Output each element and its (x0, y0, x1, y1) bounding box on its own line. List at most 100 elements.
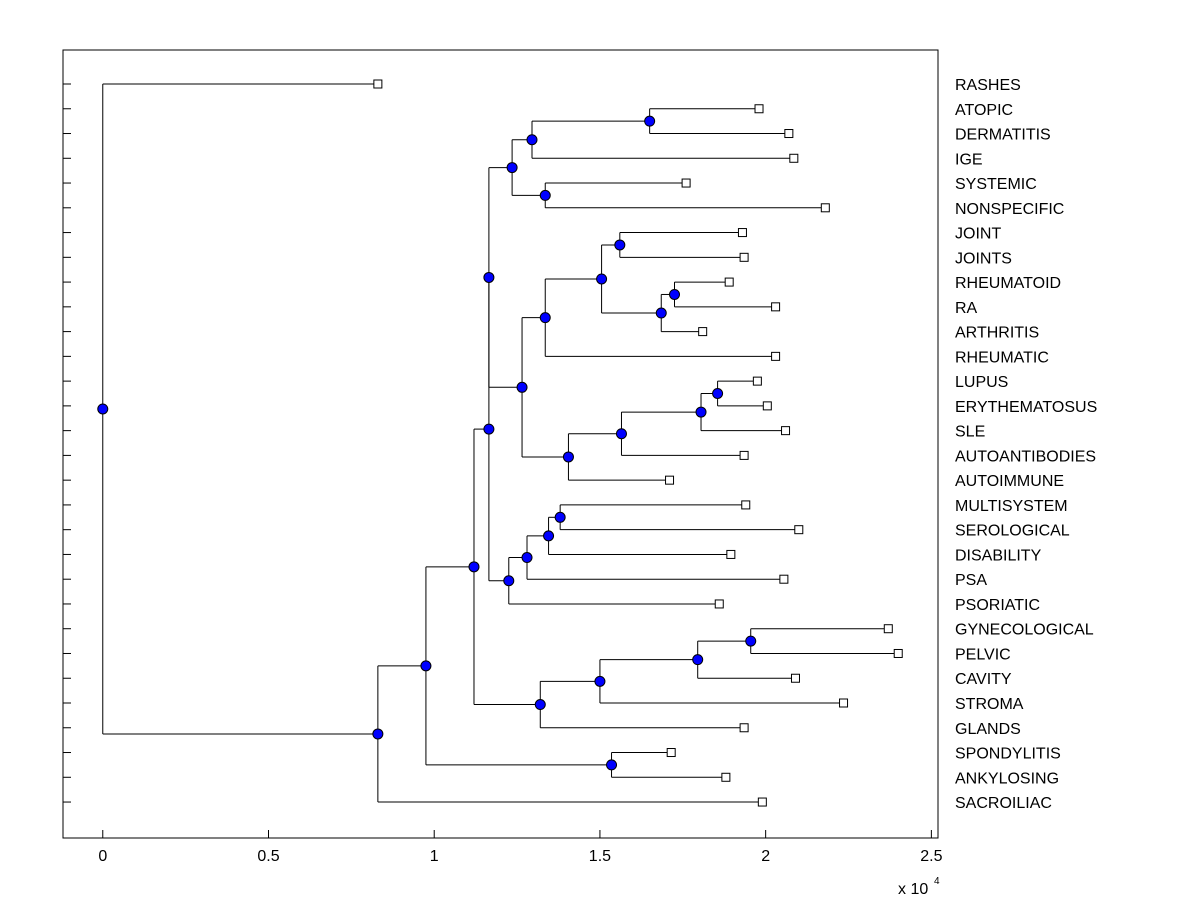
merge-node (655, 307, 667, 319)
merge-node (372, 728, 384, 740)
leaf-marker (820, 203, 830, 213)
leaf-label: CAVITY (955, 671, 1012, 688)
leaf-label: DERMATITIS (955, 127, 1051, 144)
merge-node (596, 273, 608, 285)
leaf-marker (794, 525, 804, 535)
merge-node (745, 635, 757, 647)
leaf-marker (714, 599, 724, 609)
axis-ticks: 0 0.5 1 1.5 2 2.5 (63, 83, 943, 865)
leaf-label: GYNECOLOGICAL (955, 622, 1094, 639)
leaf-label: ARTHRITIS (955, 325, 1039, 342)
plot-frame (62, 49, 939, 839)
leaf-marker (666, 748, 676, 758)
leaf-marker (790, 673, 800, 683)
merge-node (534, 699, 546, 711)
leaf-marker (739, 723, 749, 733)
leaf-marker (681, 178, 691, 188)
merge-node (526, 134, 538, 146)
merge-node (420, 660, 432, 672)
merge-node (539, 189, 551, 201)
leaf-label: SEROLOGICAL (955, 523, 1070, 540)
leaf-marker (752, 376, 762, 386)
leaf-label: NONSPECIFIC (955, 201, 1064, 218)
axis-multiplier: x 10 (898, 881, 928, 898)
leaf-marker (757, 797, 767, 807)
leaf-label: MULTISYSTEM (955, 498, 1068, 515)
leaf-marker (726, 549, 736, 559)
leaf-label: PELVIC (955, 646, 1011, 663)
leaf-markers (373, 79, 903, 807)
leaf-marker (724, 277, 734, 287)
leaf-label: DISABILITY (955, 547, 1042, 564)
leaf-label: PSA (955, 572, 987, 589)
leaf-label: PSORIATIC (955, 597, 1040, 614)
merge-node (712, 388, 724, 399)
leaf-label: JOINT (955, 226, 1001, 243)
leaf-marker (739, 450, 749, 460)
merge-node (644, 115, 656, 127)
merge-node (554, 511, 566, 523)
leaf-label: GLANDS (955, 721, 1021, 738)
leaf-label: RHEUMATOID (955, 275, 1061, 292)
leaf-label: ATOPIC (955, 102, 1013, 119)
x-tick-label: 1 (430, 848, 439, 865)
leaf-labels: RASHES ATOPIC DERMATITIS IGE SYSTEMIC NONSPEC… (955, 77, 1097, 812)
merge-nodes (97, 115, 757, 771)
leaf-marker (698, 327, 708, 337)
leaf-marker (762, 401, 772, 411)
merge-node (539, 312, 551, 324)
leaf-marker (893, 648, 903, 658)
leaf-marker (665, 475, 675, 485)
x-tick-label: 2.5 (920, 848, 942, 865)
merge-node (615, 428, 627, 440)
leaf-marker (779, 574, 789, 584)
leaf-marker (771, 302, 781, 312)
leaf-label: RASHES (955, 77, 1021, 94)
leaf-label: SYSTEMIC (955, 176, 1037, 193)
leaf-marker (373, 79, 383, 89)
leaf-label: IGE (955, 151, 983, 168)
merge-node (521, 552, 533, 564)
leaf-label: AUTOANTIBODIES (955, 448, 1096, 465)
merge-node (468, 561, 480, 573)
leaf-label: ANKYLOSING (955, 770, 1059, 787)
leaf-marker (739, 252, 749, 262)
leaf-label: JOINTS (955, 250, 1012, 267)
leaf-marker (883, 624, 893, 634)
leaf-label: LUPUS (955, 374, 1008, 391)
merge-node (483, 271, 495, 283)
leaf-label: RHEUMATIC (955, 349, 1049, 366)
leaf-marker (737, 228, 747, 238)
merge-node (97, 403, 109, 415)
leaf-marker (721, 772, 731, 782)
merge-node (692, 654, 704, 666)
x-tick-label: 2 (761, 848, 770, 865)
merge-node (695, 406, 707, 418)
leaf-marker (839, 698, 849, 708)
leaf-marker (784, 129, 794, 139)
leaf-label: SLE (955, 424, 985, 441)
merge-node (562, 451, 574, 463)
leaf-label: STROMA (955, 696, 1024, 713)
leaf-marker (771, 351, 781, 361)
leaf-marker (741, 500, 751, 510)
merge-node (483, 423, 495, 435)
merge-node (503, 575, 515, 587)
merge-node (614, 239, 626, 251)
axis-multiplier-exponent: 4 (934, 876, 940, 887)
leaf-marker (754, 104, 764, 114)
merge-node (606, 759, 618, 771)
leaf-label: RA (955, 300, 978, 317)
leaf-marker (789, 153, 799, 163)
x-tick-label: 1.5 (589, 848, 611, 865)
leaf-label: SPONDYLITIS (955, 746, 1061, 763)
x-tick-label: 0.5 (257, 848, 279, 865)
merge-node (516, 381, 528, 393)
merge-node (594, 675, 606, 687)
dendrogram-links (102, 83, 899, 803)
merge-node (543, 530, 555, 542)
leaf-label: SACROILIAC (955, 795, 1052, 812)
merge-node (669, 288, 681, 300)
leaf-label: ERYTHEMATOSUS (955, 399, 1097, 416)
